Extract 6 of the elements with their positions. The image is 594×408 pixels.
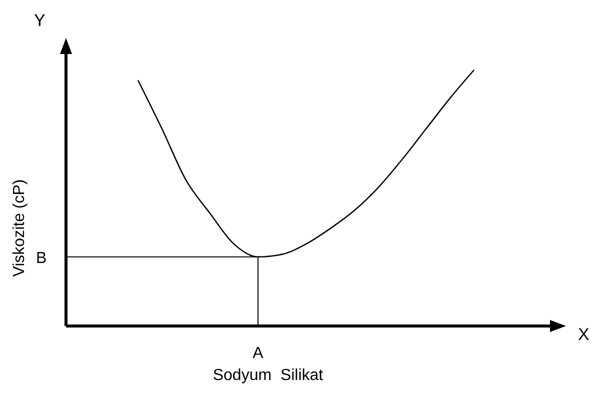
- text: Y: [34, 11, 46, 30]
- y-axis-title: Viskozite (cP): [11, 179, 28, 277]
- text: X: [578, 325, 590, 344]
- text: A: [252, 345, 264, 362]
- x-axis-title: Sodyum Silikat: [212, 367, 324, 384]
- ref-line-label: B: [36, 250, 47, 267]
